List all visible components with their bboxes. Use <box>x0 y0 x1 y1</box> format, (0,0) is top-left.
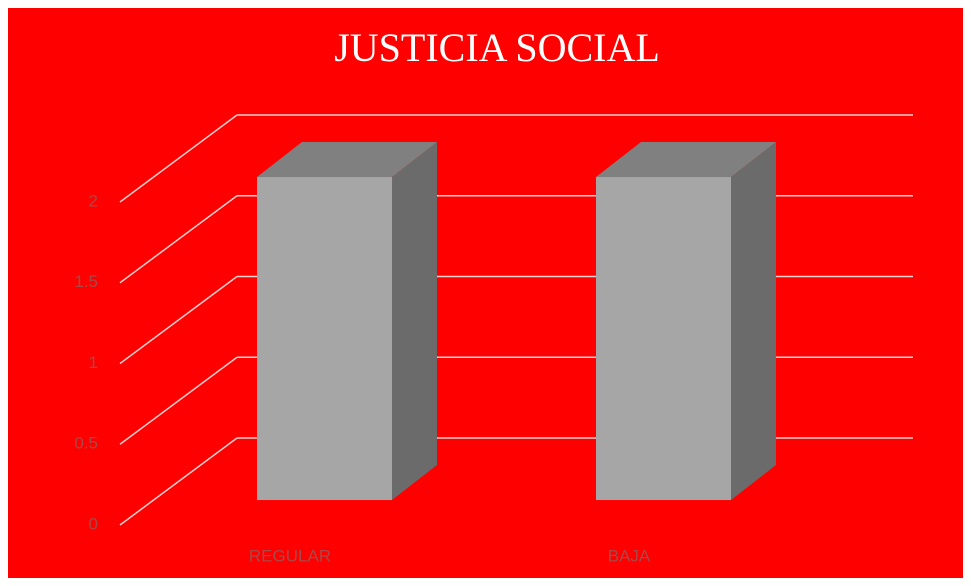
y-tick-label: 1.5 <box>74 272 98 291</box>
bar <box>596 177 731 501</box>
bar-top <box>257 142 437 178</box>
chart-background <box>8 8 963 578</box>
grid-line <box>119 195 238 284</box>
y-tick-label: 0 <box>89 514 98 533</box>
x-tick-label: REGULAR <box>249 546 331 565</box>
x-tick-label: BAJA <box>608 546 651 565</box>
grid-line <box>119 114 238 203</box>
bar-side <box>392 142 437 501</box>
chart-title: JUSTICIA SOCIAL <box>334 25 660 70</box>
bar <box>257 177 392 501</box>
y-tick-label: 1 <box>89 353 98 372</box>
y-tick-label: 2 <box>89 191 98 210</box>
grid-line <box>119 356 238 445</box>
y-tick-label: 0.5 <box>74 434 98 453</box>
bar-side <box>731 142 776 501</box>
bar-top <box>596 142 776 178</box>
grid-line <box>119 275 238 365</box>
grid-line <box>119 437 238 526</box>
